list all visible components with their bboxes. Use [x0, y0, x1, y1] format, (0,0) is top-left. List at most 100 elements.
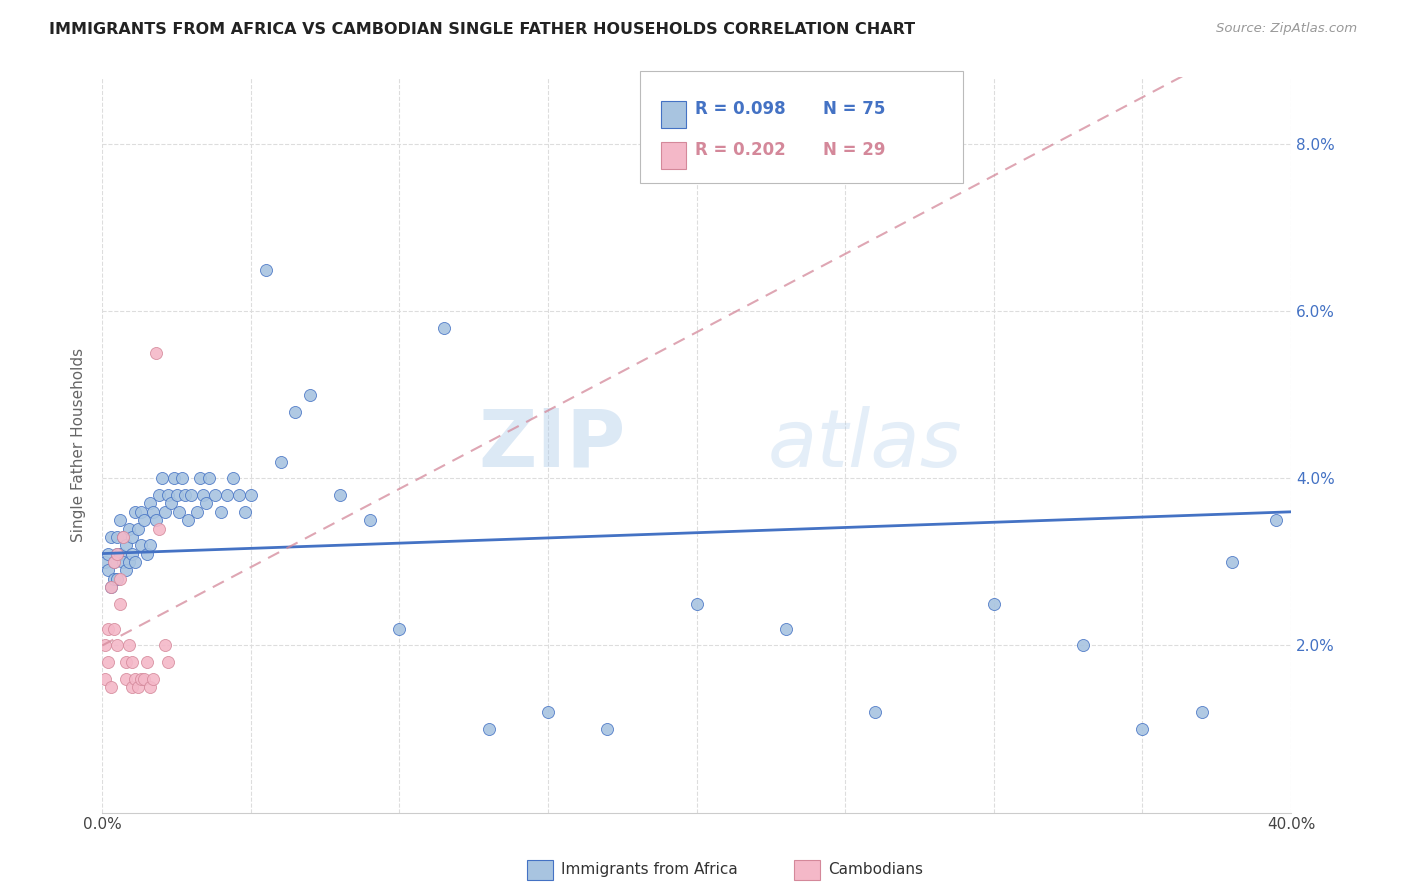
Point — [129, 672, 152, 686]
Point — [148, 522, 170, 536]
Point — [132, 513, 155, 527]
Point — [188, 471, 211, 485]
Point — [166, 488, 188, 502]
Point — [537, 706, 560, 720]
Point — [596, 722, 619, 736]
Point — [121, 680, 143, 694]
Point — [222, 471, 245, 485]
Point — [329, 488, 352, 502]
Point — [105, 572, 128, 586]
Point — [156, 488, 179, 502]
Point — [159, 496, 181, 510]
Point — [193, 488, 215, 502]
Point — [1265, 513, 1288, 527]
Point — [1191, 706, 1213, 720]
Point — [100, 580, 122, 594]
Point — [142, 672, 165, 686]
Text: Cambodians: Cambodians — [828, 863, 924, 877]
Point — [108, 572, 131, 586]
Point — [198, 471, 221, 485]
Point — [121, 547, 143, 561]
Point — [150, 471, 173, 485]
Point — [111, 555, 134, 569]
Point — [1220, 555, 1243, 569]
Point — [94, 555, 117, 569]
Text: IMMIGRANTS FROM AFRICA VS CAMBODIAN SINGLE FATHER HOUSEHOLDS CORRELATION CHART: IMMIGRANTS FROM AFRICA VS CAMBODIAN SING… — [49, 22, 915, 37]
Point — [115, 538, 138, 552]
Point — [1132, 722, 1154, 736]
Point — [477, 722, 499, 736]
Point — [108, 513, 131, 527]
Point — [97, 655, 120, 669]
Point — [169, 505, 191, 519]
Point — [100, 680, 122, 694]
Point — [153, 639, 176, 653]
Text: N = 29: N = 29 — [823, 141, 884, 159]
Point — [388, 622, 411, 636]
Text: R = 0.202: R = 0.202 — [695, 141, 786, 159]
Point — [139, 538, 162, 552]
Point — [228, 488, 250, 502]
Point — [94, 639, 117, 653]
Point — [127, 680, 149, 694]
Point — [105, 547, 128, 561]
Point — [299, 388, 322, 402]
Text: ZIP: ZIP — [478, 406, 626, 484]
Point — [284, 404, 307, 418]
Point — [148, 488, 170, 502]
Point — [124, 672, 146, 686]
Point — [129, 505, 152, 519]
Point — [685, 597, 707, 611]
Point — [215, 488, 238, 502]
Point — [209, 505, 232, 519]
Point — [142, 505, 165, 519]
Point — [115, 672, 138, 686]
Point — [139, 496, 162, 510]
Point — [863, 706, 886, 720]
Point — [100, 530, 122, 544]
Point — [97, 563, 120, 577]
Point — [103, 572, 125, 586]
Point — [174, 488, 197, 502]
Point — [115, 563, 138, 577]
Point — [97, 622, 120, 636]
Point — [145, 513, 167, 527]
Point — [103, 555, 125, 569]
Point — [118, 522, 141, 536]
Point — [135, 547, 157, 561]
Point — [775, 622, 797, 636]
Point — [145, 346, 167, 360]
Point — [124, 505, 146, 519]
Point — [103, 622, 125, 636]
Point — [172, 471, 194, 485]
Point — [180, 488, 202, 502]
Point — [121, 655, 143, 669]
Point — [118, 639, 141, 653]
Point — [115, 655, 138, 669]
Point — [186, 505, 208, 519]
Point — [111, 530, 134, 544]
Point — [204, 488, 226, 502]
Point — [433, 321, 456, 335]
Point — [103, 555, 125, 569]
Point — [1071, 639, 1094, 653]
Point — [94, 672, 117, 686]
Point — [108, 597, 131, 611]
Point — [239, 488, 262, 502]
Point — [105, 530, 128, 544]
Point — [270, 455, 292, 469]
Point — [108, 547, 131, 561]
Point — [127, 522, 149, 536]
Point — [105, 639, 128, 653]
Y-axis label: Single Father Households: Single Father Households — [72, 348, 86, 542]
Point — [124, 555, 146, 569]
Text: Source: ZipAtlas.com: Source: ZipAtlas.com — [1216, 22, 1357, 36]
Point — [118, 555, 141, 569]
Point — [177, 513, 200, 527]
Point — [254, 262, 277, 277]
Point — [135, 655, 157, 669]
Point — [983, 597, 1005, 611]
Point — [233, 505, 256, 519]
Point — [100, 580, 122, 594]
Point — [129, 538, 152, 552]
